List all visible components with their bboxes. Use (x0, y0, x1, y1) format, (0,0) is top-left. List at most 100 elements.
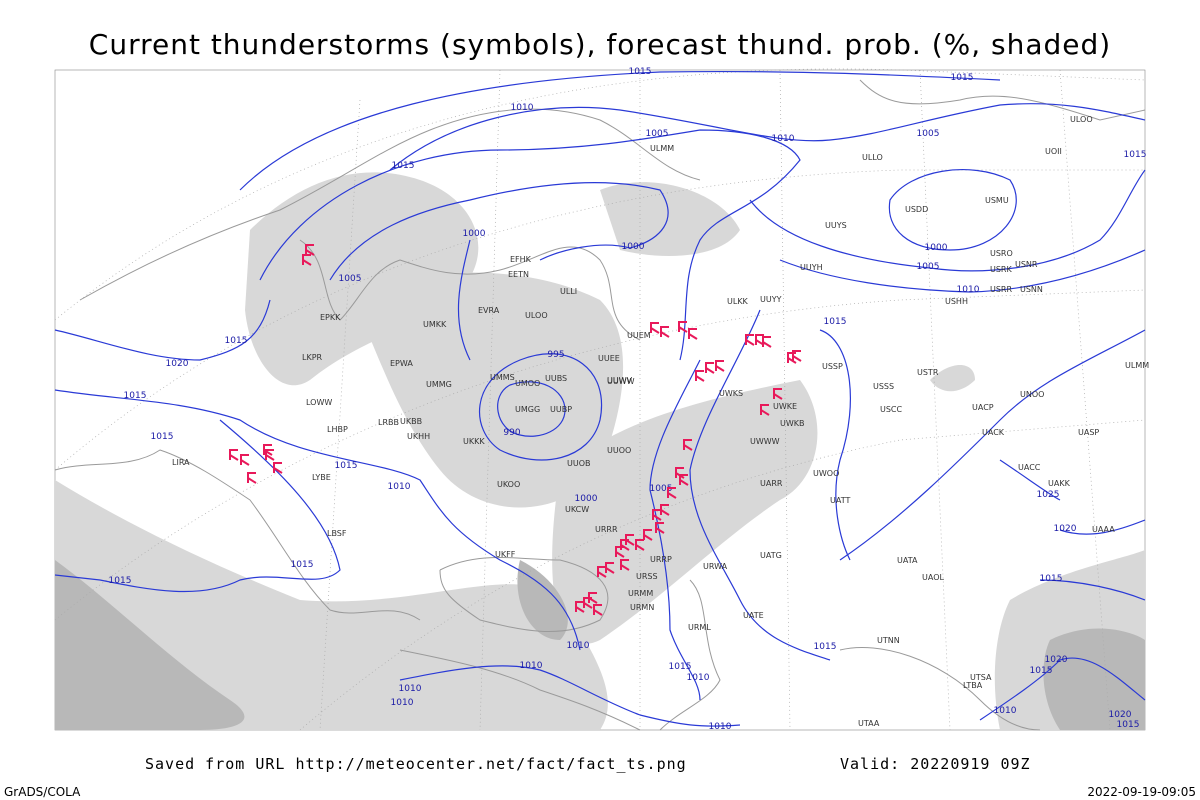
station-label: UMKK (423, 320, 447, 329)
isobar-label: 1010 (391, 698, 414, 708)
isobar-label: 1000 (925, 243, 948, 253)
isobar-label: 1010 (511, 103, 534, 113)
station-label: UACK (982, 428, 1005, 437)
isobar-label: 1025 (1037, 490, 1060, 500)
station-label: UUYS (825, 221, 847, 230)
isobar-label: 1010 (520, 661, 543, 671)
isobar-label: 1015 (814, 642, 837, 652)
isobar-label: 1015 (629, 67, 652, 77)
isobar-label: 1005 (917, 129, 940, 139)
station-label: LOWW (306, 398, 332, 407)
isobar-label: 1010 (772, 134, 795, 144)
station-label: UATE (743, 611, 764, 620)
isobar-label: 995 (547, 350, 564, 360)
station-label: ULMM (1125, 361, 1149, 370)
station-label: UKFF (495, 550, 516, 559)
thunderstorm-symbol (273, 462, 283, 474)
thunderstorm-symbol (605, 562, 615, 574)
station-label: USSS (873, 382, 894, 391)
isobar-label: 1015 (392, 161, 415, 171)
thunderstorm-symbol (678, 321, 688, 333)
station-label: UOII (1045, 147, 1062, 156)
thunderstorm-symbol (715, 360, 725, 372)
thunderstorm-symbol (240, 454, 250, 466)
isobar-label: 1010 (567, 641, 590, 651)
station-label: USCC (880, 405, 903, 414)
station-label: UUOB (567, 459, 591, 468)
generation-time: 2022-09-19-09:05 (1087, 785, 1196, 799)
station-label: USNN (1020, 285, 1043, 294)
thunderstorm-symbol (792, 350, 802, 362)
station-label: USMU (985, 196, 1009, 205)
station-label: UMOO (515, 379, 540, 388)
station-label: URSS (636, 572, 658, 581)
station-label: ULOO (525, 311, 548, 320)
isobar-label: 1010 (994, 706, 1017, 716)
station-label: UUEM (627, 331, 651, 340)
thunderstorm-symbol (745, 334, 755, 346)
isobar-label: 1015 (225, 336, 248, 346)
station-label: UATT (830, 496, 850, 505)
thunderstorm-symbols (229, 244, 802, 616)
thunderstorm-symbol (305, 244, 315, 256)
isobar-label: 1015 (951, 73, 974, 83)
station-label: UTSA (970, 673, 992, 682)
station-label: UMMG (426, 380, 452, 389)
isobar-label: 1020 (1054, 524, 1077, 534)
isobars (54, 70, 1146, 727)
station-label: URMM (628, 589, 653, 598)
isobar-label: 1015 (824, 317, 847, 327)
station-label: USRR (990, 285, 1012, 294)
isobar-label: 1015 (109, 576, 132, 586)
station-label: UWWW (750, 437, 780, 446)
station-label: URML (688, 623, 711, 632)
station-label: UKOO (497, 480, 520, 489)
thunderstorm-symbol (705, 362, 715, 374)
isobar-label: 1015 (1124, 150, 1147, 160)
station-label: USTR (917, 368, 939, 377)
station-label: UUBS (545, 374, 567, 383)
station-label: URRP (650, 555, 672, 564)
isobar-label: 1010 (687, 673, 710, 683)
isobar-label: 1005 (339, 274, 362, 284)
source-url: Saved from URL http://meteocenter.net/fa… (145, 755, 687, 773)
station-label: UWKS (719, 389, 743, 398)
valid-time: Valid: 20220919 09Z (840, 755, 1031, 773)
thunderstorm-symbol (620, 559, 630, 571)
station-label: UAKK (1048, 479, 1071, 488)
thunderstorm-symbol (787, 352, 797, 364)
station-label: LKPR (302, 353, 323, 362)
probability-shading (55, 172, 1145, 730)
thunderstorm-symbol (773, 388, 783, 400)
station-label: URWA (703, 562, 728, 571)
thunderstorm-symbol (683, 439, 693, 451)
isobar-label: 1020 (1109, 710, 1132, 720)
station-label: UTAA (858, 719, 880, 728)
station-label: LHBP (327, 425, 348, 434)
station-label: ULMM (650, 144, 674, 153)
thunderstorm-symbol (760, 404, 770, 416)
thunderstorm-symbol (688, 328, 698, 340)
isobar-label: 1010 (388, 482, 411, 492)
isobar-label: 1015 (291, 560, 314, 570)
isobar-label: 1005 (650, 484, 673, 494)
thunderstorm-symbol (695, 370, 705, 382)
station-label: UWKB (780, 419, 805, 428)
thunderstorm-symbol (575, 601, 585, 613)
station-label: URMN (630, 603, 654, 612)
station-label: UARR (760, 479, 783, 488)
thunderstorm-symbol (667, 487, 677, 499)
station-label: USHH (945, 297, 968, 306)
thunderstorm-symbol (625, 534, 635, 546)
coastlines (54, 79, 1146, 731)
thunderstorm-symbol (660, 504, 670, 516)
station-label: USRK (990, 265, 1012, 274)
graticule (54, 68, 1146, 731)
thunderstorm-symbol (229, 449, 239, 461)
station-label: UUEE (598, 354, 620, 363)
thunderstorm-symbol (247, 472, 257, 484)
isobar-label: 1005 (917, 262, 940, 272)
station-label: UATG (760, 551, 782, 560)
station-labels: ULOO UOII ULLO USDD USMU UUYS UUYH USRO USRKUSNR… (172, 115, 1149, 728)
